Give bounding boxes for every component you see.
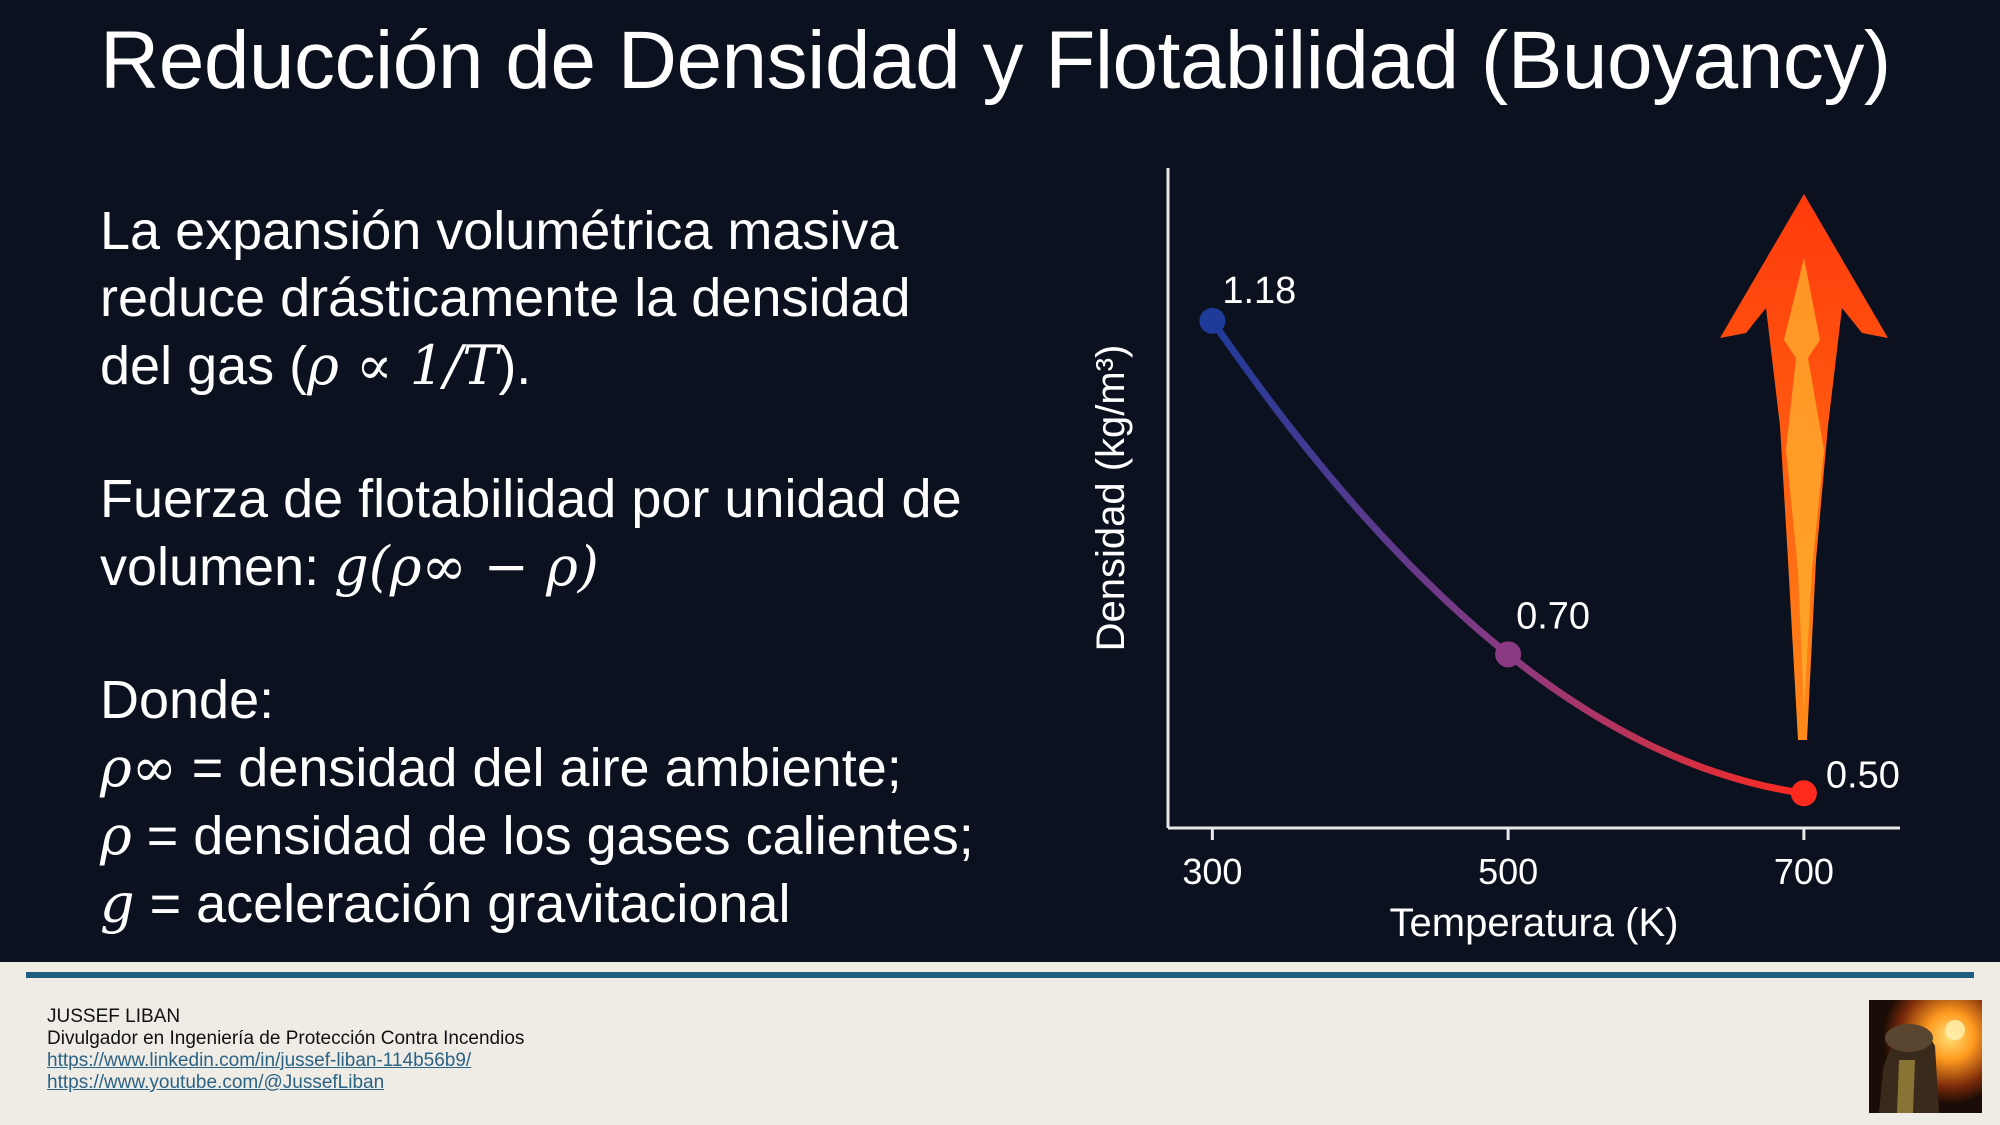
x-tick-label: 300 — [1182, 851, 1242, 892]
data-point — [1790, 780, 1817, 807]
author-avatar — [1869, 1000, 1982, 1113]
x-tick-label: 500 — [1478, 851, 1538, 892]
linkedin-link[interactable]: https://www.linkedin.com/in/jussef-liban… — [47, 1050, 472, 1071]
density-curve — [1208, 317, 1808, 797]
x-tick-label: 700 — [1774, 851, 1834, 892]
line-prefix: del gas ( — [100, 336, 308, 396]
buoyancy-formula: g(ρ∞ − ρ) — [334, 535, 599, 598]
definition-text: = densidad del aire ambiente; — [176, 738, 902, 798]
paragraph-line: Fuerza de flotabilidad por unidad de — [100, 469, 962, 529]
symbol-rho: ρ — [100, 804, 132, 867]
data-point — [1199, 307, 1226, 334]
definition-gravity: g = aceleración gravitacional — [100, 870, 1090, 938]
data-point — [1495, 641, 1522, 668]
paragraph-line: del gas (ρ ∝ 1/T). — [100, 332, 1000, 400]
paragraph-line: La expansión volumétrica masiva — [100, 201, 899, 261]
data-label: 1.18 — [1222, 270, 1296, 312]
density-temperature-formula: ρ ∝ 1/T — [307, 334, 499, 397]
symbol-rho-infinity: ρ∞ — [100, 736, 177, 799]
line-prefix: volumen: — [100, 537, 335, 597]
symbol-g: g — [100, 872, 135, 935]
footer: JUSSEF LIBAN Divulgador en Ingeniería de… — [0, 962, 2000, 1125]
data-label: 0.50 — [1826, 754, 1900, 796]
flame-arrow-icon — [1720, 194, 1888, 740]
author-info: JUSSEF LIBAN Divulgador en Ingeniería de… — [47, 1006, 524, 1094]
buoyancy-force-paragraph: Fuerza de flotabilidad por unidad de vol… — [100, 466, 1060, 601]
line-suffix: ). — [498, 336, 532, 396]
y-axis-label: Densidad (kg/m³) — [1089, 345, 1133, 652]
paragraph-line: reduce drásticamente la densidad — [100, 268, 911, 328]
author-role: Divulgador en Ingeniería de Protección C… — [47, 1028, 525, 1049]
paragraph-line: volumen: g(ρ∞ − ρ) — [100, 533, 1060, 601]
youtube-link[interactable]: https://www.youtube.com/@JussefLiban — [47, 1072, 385, 1093]
definition-ambient-density: ρ∞ = densidad del aire ambiente; — [100, 734, 1090, 802]
slide-title: Reducción de Densidad y Flotabilidad (Bu… — [100, 15, 1891, 106]
footer-divider — [26, 972, 1974, 978]
author-name: JUSSEF LIBAN — [47, 1006, 181, 1027]
definition-text: = aceleración gravitacional — [134, 874, 791, 934]
definition-hot-gas-density: ρ = densidad de los gases calientes; — [100, 802, 1090, 870]
data-label: 0.70 — [1516, 595, 1590, 637]
x-axis-label: Temperatura (K) — [1390, 901, 1679, 945]
density-vs-temperature-chart: 300 500 700 1.18 0.70 0.50 Temperatura (K) D… — [1089, 168, 1900, 945]
slide: Reducción de Densidad y Flotabilidad (Bu… — [100, 15, 1900, 945]
definitions-block: Donde: ρ∞ = densidad del aire ambiente; … — [100, 667, 1090, 938]
density-reduction-paragraph: La expansión volumétrica masiva reduce d… — [100, 198, 1000, 400]
definition-text: = densidad de los gases calientes; — [131, 806, 974, 866]
definitions-heading: Donde: — [100, 670, 275, 730]
